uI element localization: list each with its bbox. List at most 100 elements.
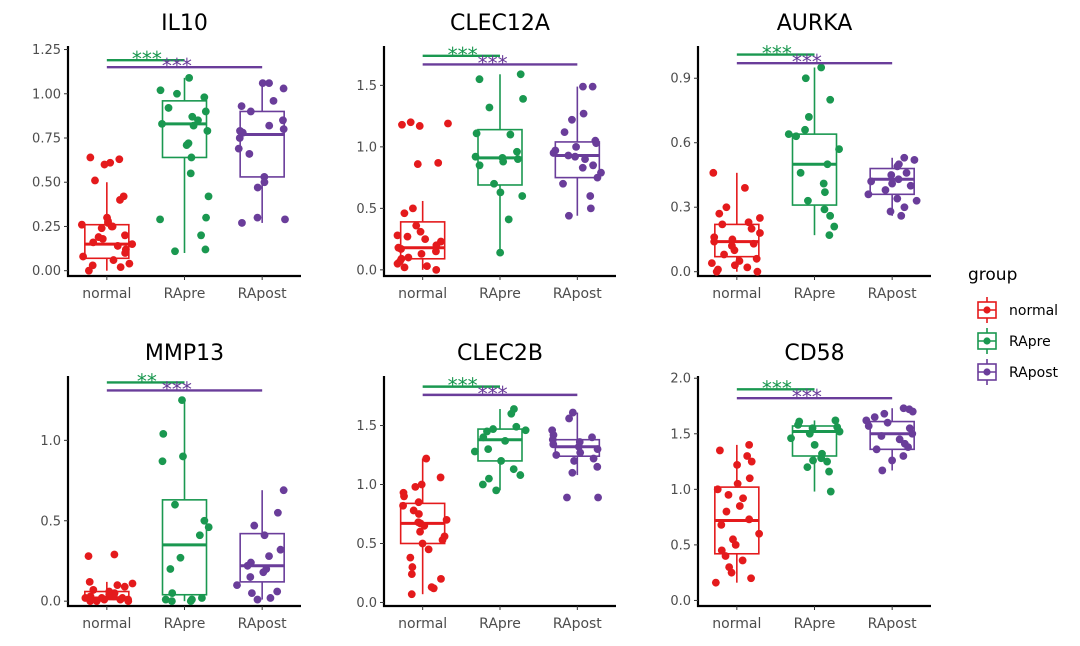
data-point: [281, 215, 289, 224]
data-point: [755, 529, 764, 538]
data-point: [86, 153, 95, 162]
data-point: [484, 445, 493, 454]
y-tick-label: 0.5: [356, 202, 377, 217]
data-point: [739, 494, 747, 503]
panel-clec12a: CLEC12A 0.0 0.5 1.0 1.5 normal RApre RApost *** *…: [356, 11, 616, 302]
y-tick-label: 0.0: [670, 594, 691, 609]
data-point: [830, 222, 839, 231]
data-point: [744, 218, 753, 227]
legend-key-point: [983, 306, 991, 314]
data-point: [747, 457, 756, 466]
data-point: [747, 574, 755, 583]
x-tick-label: RApost: [238, 286, 287, 302]
data-point: [792, 132, 801, 141]
data-point: [900, 153, 909, 162]
data-point: [794, 420, 802, 429]
data-point: [400, 209, 409, 218]
panel-il10: IL10 0.00 0.25 0.50 0.75 1.00 1.25 normal RApre R…: [32, 11, 301, 302]
significance-label: ***: [448, 43, 478, 67]
data-point: [253, 213, 262, 222]
data-point: [246, 573, 255, 581]
data-point: [825, 467, 833, 476]
panels-group: IL10 0.00 0.25 0.50 0.75 1.00 1.25 normal RApre R…: [32, 11, 931, 632]
y-tick-label: 1.0: [356, 140, 377, 155]
data-point: [594, 493, 602, 502]
box-iqr: [239, 110, 285, 178]
y-tick-label: 0.00: [32, 264, 61, 279]
y-tick-label: 1.00: [32, 87, 61, 102]
data-point: [475, 161, 484, 170]
data-point: [115, 155, 124, 164]
data-point: [728, 235, 737, 244]
data-point: [186, 169, 195, 178]
data-point: [589, 454, 598, 463]
data-point: [724, 490, 733, 499]
data-point: [168, 589, 177, 598]
data-point: [908, 429, 917, 438]
data-point: [878, 466, 887, 475]
data-point: [393, 259, 402, 268]
y-tick-label: 0.5: [670, 538, 691, 553]
data-point: [197, 231, 205, 240]
data-point: [258, 79, 267, 88]
significance-label: ***: [162, 54, 192, 78]
data-point: [108, 222, 117, 231]
data-point: [171, 500, 179, 509]
data-point: [403, 232, 412, 241]
data-point: [796, 168, 805, 177]
data-point: [424, 545, 433, 554]
data-point: [77, 220, 86, 229]
data-point: [720, 250, 728, 259]
data-point: [434, 158, 443, 167]
data-point: [128, 240, 137, 249]
legend-key-point: [983, 368, 991, 376]
data-point: [741, 183, 749, 192]
data-point: [571, 152, 579, 161]
data-point: [579, 109, 588, 118]
data-point: [506, 130, 515, 139]
y-tick-label: 0.0: [670, 265, 691, 280]
data-point: [273, 587, 282, 596]
data-point: [414, 498, 423, 507]
data-point: [429, 584, 438, 593]
data-point: [420, 521, 429, 530]
panel-aurka: AURKA 0.0 0.3 0.6 0.9 normal RApre RApost *** ***: [670, 11, 931, 302]
x-tick-label: RApre: [164, 286, 206, 302]
box-rapost: [239, 490, 285, 600]
data-point: [185, 73, 194, 82]
data-point: [804, 196, 812, 205]
data-point: [415, 122, 424, 130]
data-point: [592, 139, 601, 148]
data-point: [472, 129, 481, 138]
data-point: [200, 93, 209, 102]
significance-label: ***: [478, 51, 508, 75]
data-point: [895, 435, 904, 444]
data-point: [478, 480, 487, 489]
data-point: [279, 125, 288, 134]
data-point: [79, 252, 87, 261]
data-point: [908, 407, 917, 416]
data-point: [194, 116, 202, 125]
data-point: [881, 186, 890, 194]
data-point: [417, 480, 426, 489]
data-point: [266, 594, 275, 602]
data-point: [870, 413, 879, 422]
data-point: [166, 565, 175, 573]
significance-label: ***: [762, 42, 792, 66]
data-point: [735, 502, 744, 510]
x-tick-label: RApre: [794, 286, 836, 302]
data-point: [835, 145, 843, 154]
box-iqr: [399, 221, 446, 260]
panel-title: CLEC2B: [457, 341, 543, 366]
data-point: [707, 259, 716, 268]
y-tick-label: 0.3: [670, 201, 691, 216]
y-tick-label: 0.5: [40, 514, 61, 529]
data-point: [92, 597, 101, 606]
data-point: [116, 263, 125, 272]
data-point: [189, 121, 198, 130]
data-point: [588, 82, 597, 91]
data-point: [819, 179, 828, 188]
data-point: [265, 552, 273, 561]
data-point: [904, 443, 912, 452]
data-point: [269, 96, 278, 105]
